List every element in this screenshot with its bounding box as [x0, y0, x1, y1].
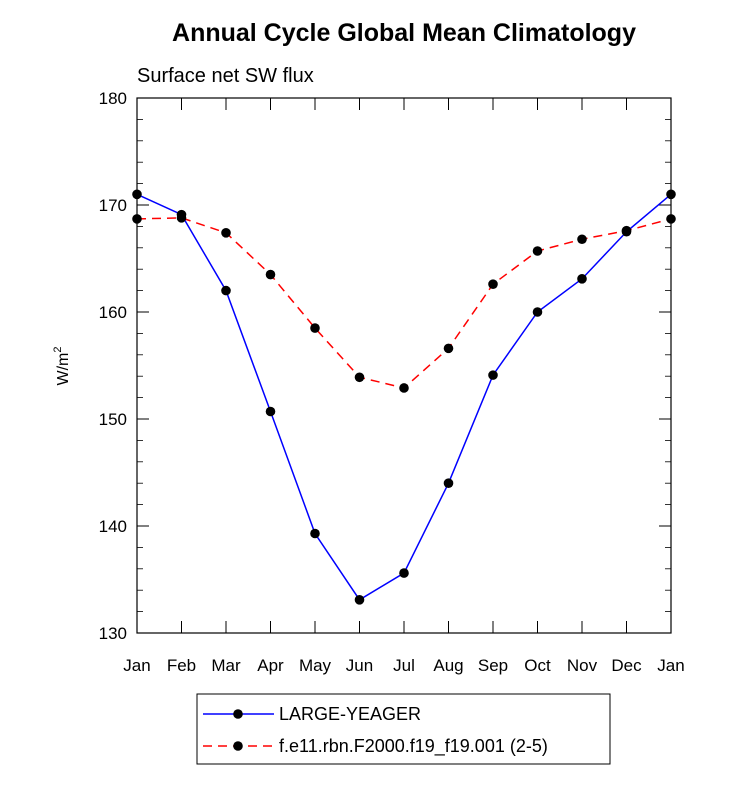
y-tick-label: 170	[99, 196, 127, 215]
y-tick-label: 130	[99, 624, 127, 643]
data-point	[532, 246, 543, 256]
x-tick-label: Jun	[346, 656, 373, 675]
plot-frame	[136, 97, 672, 634]
y-tick-label: 160	[99, 303, 127, 322]
data-point	[354, 372, 365, 383]
x-tick-label: Sep	[478, 656, 508, 675]
x-tick-label: Nov	[567, 656, 598, 675]
series-line-0	[136, 193, 672, 601]
plot-area	[132, 189, 676, 605]
data-point	[265, 269, 276, 280]
data-point	[443, 478, 454, 489]
data-point	[443, 343, 454, 354]
x-tick-label: Mar	[211, 656, 241, 675]
data-point	[621, 225, 632, 236]
x-tick-label: Jan	[123, 656, 150, 675]
data-point	[310, 528, 320, 539]
legend-box	[196, 693, 611, 765]
series-line-1	[136, 217, 672, 389]
data-point	[488, 279, 498, 289]
data-point	[132, 189, 142, 200]
x-tick-label: Jan	[657, 656, 684, 675]
y-axis-label-text: W/m	[55, 353, 72, 386]
x-tick-label: Oct	[524, 656, 551, 675]
y-axis-label: W/m2	[52, 347, 72, 386]
data-point	[666, 214, 676, 224]
x-tick-label: Dec	[611, 656, 642, 675]
data-point	[488, 370, 498, 380]
data-point	[176, 213, 187, 223]
x-tick-label: May	[299, 656, 332, 675]
data-point	[666, 189, 676, 200]
legend-marker	[233, 709, 243, 719]
data-point	[577, 274, 587, 284]
data-point	[310, 323, 320, 333]
x-tick-label: Jul	[393, 656, 415, 675]
data-point	[532, 307, 543, 317]
data-point	[399, 383, 409, 393]
y-axis-label-superscript: 2	[52, 347, 64, 353]
legend-marker	[233, 741, 243, 751]
legend-label: f.e11.rbn.F2000.f19_f19.001 (2-5)	[279, 736, 548, 757]
data-point	[221, 228, 231, 238]
data-point	[132, 214, 142, 224]
data-point	[399, 568, 409, 578]
y-tick-label: 150	[99, 410, 127, 429]
y-tick-label: 140	[99, 517, 127, 536]
x-tick-label: Apr	[257, 656, 284, 675]
data-point	[354, 595, 365, 605]
chart-subtitle: Surface net SW flux	[137, 65, 314, 87]
legend-label: LARGE-YEAGER	[279, 704, 421, 724]
axes: 130 140 150 160 170 180 Jan Feb Mar Apr May Jun Jul A…	[99, 89, 685, 675]
legend: LARGE-YEAGER f.e11.rbn.F2000.f19_f19.001 …	[196, 693, 611, 765]
y-tick-label: 180	[99, 89, 127, 108]
x-tick-label: Aug	[433, 656, 463, 675]
x-tick-label: Feb	[167, 656, 196, 675]
data-point	[577, 234, 587, 245]
data-point	[265, 406, 276, 417]
chart-title: Annual Cycle Global Mean Climatology	[172, 19, 636, 47]
data-point	[221, 285, 231, 296]
